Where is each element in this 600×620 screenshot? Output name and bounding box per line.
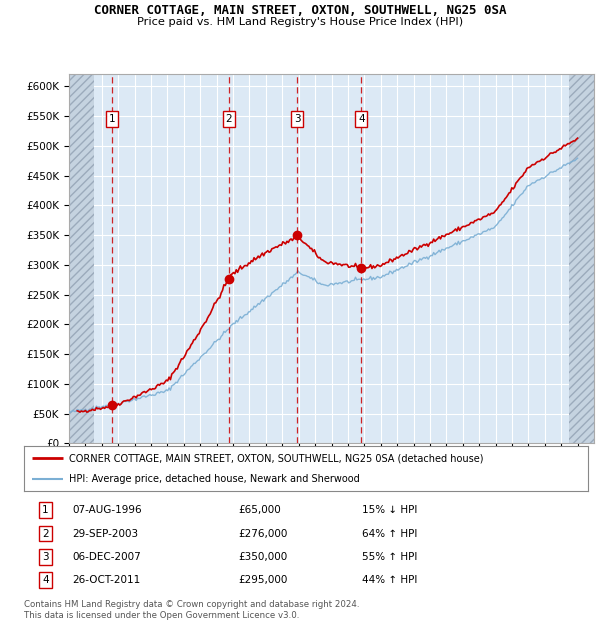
Text: 55% ↑ HPI: 55% ↑ HPI	[362, 552, 418, 562]
Text: 4: 4	[42, 575, 49, 585]
Text: £65,000: £65,000	[238, 505, 281, 515]
Text: 1: 1	[42, 505, 49, 515]
Text: £350,000: £350,000	[238, 552, 287, 562]
Bar	[69, 74, 94, 443]
Text: 1: 1	[109, 114, 115, 124]
Text: 4: 4	[358, 114, 365, 124]
Text: CORNER COTTAGE, MAIN STREET, OXTON, SOUTHWELL, NG25 0SA (detached house): CORNER COTTAGE, MAIN STREET, OXTON, SOUT…	[69, 453, 484, 463]
Text: 44% ↑ HPI: 44% ↑ HPI	[362, 575, 418, 585]
Text: HPI: Average price, detached house, Newark and Sherwood: HPI: Average price, detached house, Newa…	[69, 474, 360, 484]
Text: Price paid vs. HM Land Registry's House Price Index (HPI): Price paid vs. HM Land Registry's House …	[137, 17, 463, 27]
Text: £295,000: £295,000	[238, 575, 287, 585]
Text: 3: 3	[42, 552, 49, 562]
Text: 64% ↑ HPI: 64% ↑ HPI	[362, 529, 418, 539]
Text: 07-AUG-1996: 07-AUG-1996	[72, 505, 142, 515]
Text: 3: 3	[294, 114, 301, 124]
Text: 26-OCT-2011: 26-OCT-2011	[72, 575, 140, 585]
Text: 15% ↓ HPI: 15% ↓ HPI	[362, 505, 418, 515]
Text: 29-SEP-2003: 29-SEP-2003	[72, 529, 138, 539]
Text: £276,000: £276,000	[238, 529, 287, 539]
Text: Contains HM Land Registry data © Crown copyright and database right 2024.
This d: Contains HM Land Registry data © Crown c…	[24, 600, 359, 619]
Text: 2: 2	[42, 529, 49, 539]
Text: 06-DEC-2007: 06-DEC-2007	[72, 552, 140, 562]
Text: CORNER COTTAGE, MAIN STREET, OXTON, SOUTHWELL, NG25 0SA: CORNER COTTAGE, MAIN STREET, OXTON, SOUT…	[94, 4, 506, 17]
Text: 2: 2	[226, 114, 232, 124]
Bar	[569, 74, 600, 443]
